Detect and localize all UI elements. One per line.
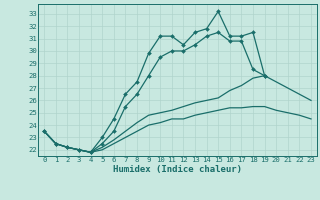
X-axis label: Humidex (Indice chaleur): Humidex (Indice chaleur) (113, 165, 242, 174)
